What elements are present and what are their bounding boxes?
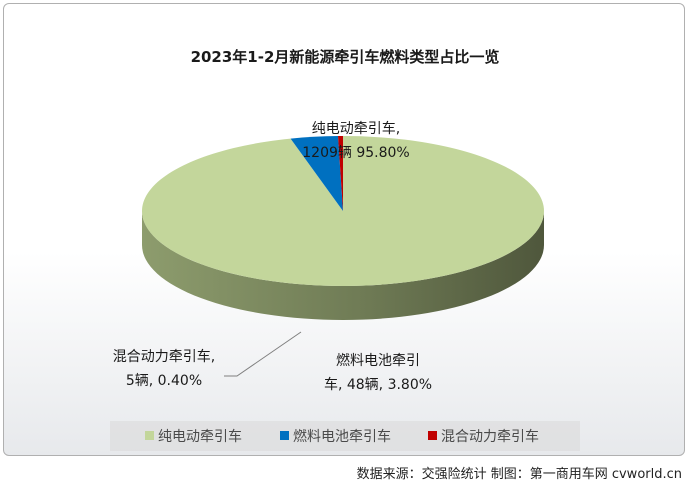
legend-swatch-hybrid	[428, 431, 437, 440]
data-label-fcev-name: 燃料电池牵引	[336, 352, 420, 369]
pie-side-bev	[142, 211, 544, 320]
source-note: 数据来源：交强险统计 制图：第一商用车网 cvworld.cn	[356, 467, 682, 482]
data-label-bev-name: 纯电动牵引车,	[312, 120, 400, 137]
chart-title: 2023年1-2月新能源牵引车燃料类型占比一览	[191, 48, 500, 66]
legend: 纯电动牵引车 燃料电池牵引车 混合动力牵引车	[110, 421, 580, 451]
legend-label-bev: 纯电动牵引车	[158, 428, 242, 445]
legend-label-fcev: 燃料电池牵引车	[293, 428, 391, 445]
data-label-bev: 纯电动牵引车, 1209辆 95.80%	[302, 120, 409, 161]
legend-swatch-bev	[145, 431, 154, 440]
data-label-hybrid: 混合动力牵引车, 5辆, 0.40%	[113, 348, 215, 389]
data-label-hybrid-name: 混合动力牵引车,	[113, 348, 215, 365]
data-label-fcev: 燃料电池牵引 车, 48辆, 3.80%	[324, 352, 432, 393]
pie-tops	[142, 136, 545, 287]
data-label-fcev-value: 车, 48辆, 3.80%	[324, 376, 432, 393]
pie-slice-hybrid	[337, 136, 343, 211]
pie-sides	[142, 211, 544, 320]
legend-swatch-fcev	[280, 431, 289, 440]
pie-slice-fcev	[290, 136, 343, 211]
leader-line-hybrid	[224, 331, 302, 377]
data-label-bev-value: 1209辆 95.80%	[302, 145, 409, 161]
data-label-hybrid-value: 5辆, 0.40%	[126, 373, 202, 389]
legend-label-hybrid: 混合动力牵引车	[441, 428, 539, 445]
legend-background	[110, 421, 580, 451]
pie-slice-bev	[142, 136, 545, 287]
